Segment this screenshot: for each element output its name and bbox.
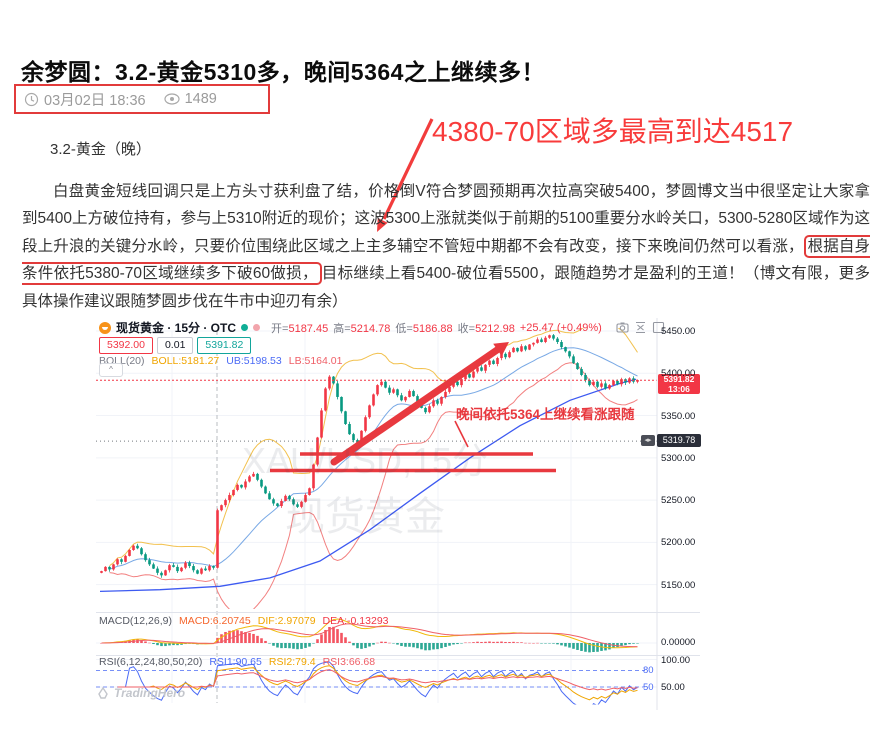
paragraph-text-1: 白盘黄金短线回调只是上方头寸获利盘了结，价格倒V符合梦圆预期再次拉高突破5400…: [22, 183, 870, 255]
meta-box: 03月02日 18:36 1489: [14, 84, 270, 114]
views-text: 1489: [184, 91, 217, 107]
candles-layer: [100, 333, 639, 578]
clock-icon: [24, 92, 39, 106]
rsi-level-50-label: 50: [643, 682, 654, 693]
tradinghero-watermark: TradingHero: [96, 686, 185, 700]
current-price-badge: 5391.82 13:06: [658, 374, 700, 394]
collapse-rows-icon[interactable]: [634, 321, 647, 334]
axis-label: 5450.00: [661, 326, 696, 337]
badge-price-time: 13:06: [668, 384, 690, 394]
rsi1-value: RSI1:90.65: [209, 656, 262, 668]
ohlc-low: 低=5186.88: [395, 322, 453, 335]
rsi-level-80-label: 80: [643, 665, 654, 676]
rsi-indicator-row: RSI(6,12,24,80,50,20) RSI1:90.65 RSI2:79…: [99, 656, 375, 668]
symbol-logo-icon: [99, 321, 111, 334]
boll-lower-value: LB:5164.01: [288, 355, 343, 367]
ohlc-close: 收=5212.98: [457, 322, 515, 335]
publish-time: 03月02日 18:36: [24, 89, 146, 110]
axis-label: 5400.00: [661, 368, 696, 380]
tradinghero-logo-icon: [98, 686, 108, 699]
chart-toolbar: [616, 321, 665, 334]
rsi-axis-100: 100.00: [661, 655, 691, 666]
ohlc-high: 高=5214.78: [333, 322, 391, 335]
quote-buttons: 5392.00 0.01 5391.82: [99, 337, 252, 354]
rsi-pane: [96, 661, 645, 705]
fullscreen-icon[interactable]: [652, 321, 665, 334]
paragraph-text-2: 目标继续上看5400-破位看5500，跟随趋势才是盈利的王道！（博文有限，更多具…: [22, 265, 870, 310]
brand-text: TradingHero: [114, 686, 186, 700]
macd-indicator-row: MACD(12,26,9) MACD:6.20745 DIF:2.97079 D…: [99, 615, 389, 627]
page-title: 余梦圆：3.2-黄金5310多，晚间5364之上继续多！: [21, 59, 545, 86]
sell-price-button[interactable]: 5392.00: [99, 337, 153, 354]
spread-value: 0.01: [156, 337, 194, 354]
rsi-label: RSI(6,12,24,80,50,20): [99, 656, 203, 668]
market-status-dot-green: [241, 324, 249, 331]
axis-label: 5150.00: [661, 579, 696, 591]
dea-value: DEA:-0.13293: [322, 615, 389, 627]
axis-label: 5350.00: [661, 410, 696, 422]
position-price-badge: 5319.78: [657, 434, 701, 447]
rsi2-value: RSI2:79.4: [268, 656, 316, 668]
annotation-arrow-down-left: [382, 118, 434, 220]
rsi3-value: RSI3:66.68: [322, 656, 376, 668]
macd-label: MACD(12,26,9): [99, 615, 172, 627]
camera-icon[interactable]: [616, 321, 629, 334]
boll-indicator-row: BOLL(20) BOLL:5181.27 UB:5198.53 LB:5164…: [99, 355, 342, 367]
badge-price-value: 5391.82: [663, 374, 695, 384]
article-paragraph: 白盘黄金短线回调只是上方头寸获利盘了结，价格倒V符合梦圆预期再次拉高突破5400…: [22, 178, 870, 315]
highlight-boxed-text: 根据自身条件依托5380-70区域继续多下破60做损，: [22, 234, 870, 286]
position-tag-icon[interactable]: ◂▸: [641, 435, 655, 446]
axis-label: 5200.00: [661, 537, 696, 549]
market-status-dot-red: [253, 324, 261, 331]
macd-pane: [100, 618, 639, 653]
boll-upper-value: UB:5198.53: [226, 355, 282, 367]
ohlc-open: 开=5187.45: [271, 322, 329, 335]
symbol-title: 现货黄金 · 15分 · OTC: [116, 321, 237, 335]
red-annotation-top: 4380-70区域多最高到达4517: [432, 116, 794, 147]
axis-label: 5250.00: [661, 495, 696, 507]
dif-value: DIF:2.97079: [257, 615, 316, 627]
axis-label: 5300.00: [661, 452, 696, 464]
price-change: +25.47 (+0.49%): [519, 321, 602, 334]
rsi-axis-50: 50.00: [661, 682, 685, 693]
boll-mid-value: BOLL:5181.27: [151, 355, 220, 367]
collapse-indicator-button[interactable]: ^: [99, 363, 123, 377]
article-subtitle: 3.2-黄金（晚）: [50, 141, 151, 158]
eye-icon: [163, 93, 180, 105]
view-count: 1489: [163, 91, 217, 107]
watermark-symbol: XAU/USD,15分: [241, 440, 489, 481]
chart-header: 现货黄金 · 15分 · OTC 开=5187.45 高=5214.78 低=5…: [99, 319, 602, 336]
buy-price-button[interactable]: 5391.82: [197, 337, 252, 354]
chart-red-annotation: 晚间依托5364上继续看涨跟随: [456, 407, 635, 422]
macd-value: MACD:6.20745: [178, 615, 251, 627]
macd-axis-label: 0.00000: [661, 637, 696, 648]
hand-annotations-layer: [270, 118, 556, 473]
watermark-name: 现货黄金: [285, 495, 445, 539]
date-text: 03月02日 18:36: [44, 92, 146, 109]
